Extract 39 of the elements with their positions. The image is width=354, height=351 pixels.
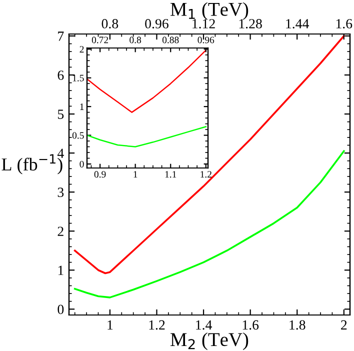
y-tick-label: 1 (80, 104, 84, 110)
x2-tick-label: 1.44 (286, 19, 310, 28)
x2-tick-label: 1.28 (239, 19, 262, 28)
y-tick-label: 3 (58, 188, 64, 198)
x-tick-label: 1.1 (165, 171, 176, 178)
y-tick-label: 4 (57, 148, 64, 158)
y-tick-label: 7 (58, 32, 64, 41)
x-tick-label: 1 (134, 171, 138, 178)
line-series (74, 35, 345, 274)
y-tick-label: 2 (80, 46, 84, 53)
x-tick-label: 1.4 (196, 320, 212, 330)
line-series (87, 126, 207, 148)
x2-tick-label: 0.8 (130, 36, 142, 44)
x2-tick-label: 1.6 (336, 19, 352, 28)
x-tick-label: 2 (341, 320, 347, 330)
x2-axis-title: M$_{1}$ (TeV) (170, 2, 248, 20)
x2-tick-label: 1.12 (192, 19, 215, 28)
x2-tick-label: 0.96 (198, 36, 214, 44)
y-tick-label: 0 (58, 304, 64, 314)
x-tick-label: 1.8 (290, 320, 306, 330)
x-tick-label: 0.9 (94, 171, 106, 178)
y-tick-label: 0 (80, 160, 84, 168)
y-tick-label: 5 (58, 110, 64, 119)
x-tick-label: 1.2 (200, 171, 212, 178)
x2-tick-label: 0.96 (145, 19, 168, 28)
y-tick-label: 6 (58, 70, 64, 80)
x-tick-label: 1.6 (242, 320, 259, 330)
x2-tick-label: 0.72 (92, 36, 108, 44)
x-tick-label: 1 (108, 320, 113, 330)
x2-tick-label: 0.88 (162, 36, 179, 44)
line-series (74, 150, 345, 298)
y-tick-label: 2 (58, 226, 64, 236)
line-series (87, 50, 207, 113)
y-tick-label: 1 (58, 266, 64, 275)
x-axis-title: M$_{2}$ (TeV) (170, 332, 248, 350)
x-tick-label: 1.2 (149, 320, 165, 330)
y-tick-label: 0.5 (72, 132, 84, 139)
y-tick-label: 1.5 (72, 74, 84, 82)
x2-tick-label: 0.8 (102, 19, 118, 28)
